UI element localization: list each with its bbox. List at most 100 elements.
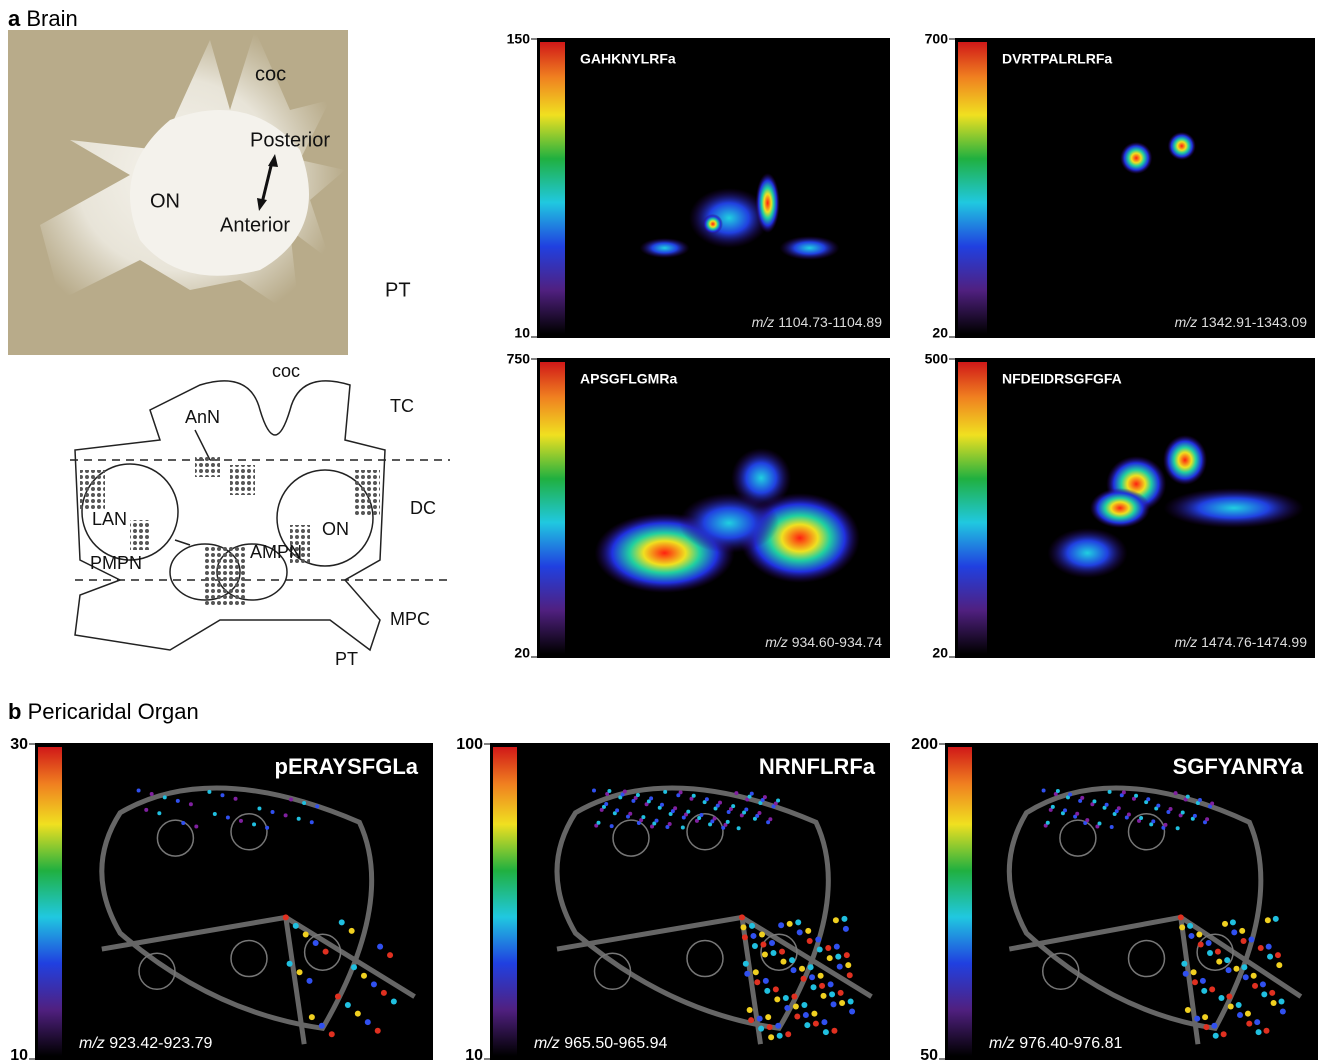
signal-dot bbox=[610, 824, 614, 828]
signal-dot bbox=[744, 808, 748, 812]
signal-dot bbox=[804, 1022, 810, 1028]
signal-dot bbox=[1179, 924, 1185, 930]
signal-dot bbox=[1252, 983, 1258, 989]
peptide-label: NRNFLRFa bbox=[759, 754, 876, 779]
scale-min-label: 50 bbox=[920, 1047, 938, 1064]
signal-dot bbox=[839, 1000, 845, 1006]
signal-dot bbox=[1198, 941, 1204, 947]
signal-dot bbox=[1085, 818, 1089, 822]
signal-dot bbox=[1202, 1014, 1208, 1020]
signal-dot bbox=[1075, 812, 1079, 816]
signal-dot bbox=[1194, 1016, 1200, 1022]
signal-dot bbox=[768, 1034, 774, 1040]
signal-dot bbox=[762, 952, 768, 958]
signal-dot bbox=[1218, 995, 1224, 1001]
image-background bbox=[955, 38, 1315, 338]
signal-dot bbox=[828, 981, 834, 987]
signal-dot bbox=[1222, 921, 1228, 927]
signal-dot bbox=[1226, 967, 1232, 973]
signal-dot bbox=[361, 973, 367, 979]
signal-dot bbox=[1215, 949, 1221, 955]
signal-dot bbox=[749, 923, 755, 929]
signal-dot bbox=[823, 1029, 829, 1035]
signal-dot bbox=[811, 984, 817, 990]
signal-dot bbox=[239, 819, 243, 823]
ms-image-panel: 10010NRNFLRFam/z 965.50-965.94 bbox=[456, 736, 890, 1064]
photo-label: Anterior bbox=[220, 214, 290, 236]
signal-dot bbox=[655, 819, 659, 823]
signal-dot bbox=[303, 931, 309, 937]
signal-dot bbox=[825, 945, 831, 951]
ms-image-panel: 50020NFDEIDRSGFGFAm/z 1474.76-1474.99 bbox=[925, 351, 1315, 661]
ms-image-panel: 20050SGFYANRYam/z 976.40-976.81 bbox=[911, 736, 1318, 1064]
signal-dot bbox=[760, 941, 766, 947]
signal-dot bbox=[776, 799, 780, 803]
signal-dot bbox=[1068, 792, 1072, 796]
signal-dot bbox=[157, 811, 161, 815]
signal-dot bbox=[793, 1004, 799, 1010]
signal-dot bbox=[681, 825, 685, 829]
signal-dot bbox=[387, 952, 393, 958]
photo-label: ON bbox=[150, 190, 180, 212]
signal-dot bbox=[1265, 917, 1271, 923]
diagram-label: DC bbox=[410, 498, 436, 518]
scale-max-label: 30 bbox=[10, 736, 28, 753]
signal-dot bbox=[837, 964, 843, 970]
image-background bbox=[537, 38, 890, 338]
signal-dot bbox=[673, 806, 677, 810]
color-scale-bar bbox=[38, 747, 62, 1056]
signal-dot bbox=[335, 993, 341, 999]
signal-dot bbox=[750, 933, 756, 939]
signal-dot bbox=[309, 1014, 315, 1020]
mz-range: 1104.73-1104.89 bbox=[778, 314, 882, 330]
diagram-label: ON bbox=[322, 519, 349, 539]
signal-dot bbox=[1200, 978, 1206, 984]
signal-dot bbox=[765, 1014, 771, 1020]
peptide-label: NFDEIDRSGFGFA bbox=[1002, 371, 1122, 387]
signal-dot bbox=[1178, 914, 1184, 920]
signal-dot bbox=[679, 790, 683, 794]
peptide-label: pERAYSFGLa bbox=[275, 754, 419, 779]
signal-dot bbox=[1046, 821, 1050, 825]
panel-name: Brain bbox=[26, 6, 77, 31]
mz-label: m/z 1342.91-1343.09 bbox=[1175, 314, 1308, 330]
signal-dot bbox=[1241, 938, 1247, 944]
signal-dot bbox=[623, 790, 627, 794]
signal-dot bbox=[302, 801, 306, 805]
ms-image-panel: 70020DVRTPALRLRFam/z 1342.91-1343.09 bbox=[925, 31, 1315, 341]
signal-dot bbox=[1139, 816, 1143, 820]
signal-dot bbox=[1051, 805, 1055, 809]
signal-dot bbox=[1224, 957, 1230, 963]
signal-dot bbox=[1181, 961, 1187, 967]
signal-dot bbox=[813, 1021, 819, 1027]
signal-dot bbox=[365, 1019, 371, 1025]
signal-dot bbox=[313, 940, 319, 946]
signal-dot bbox=[641, 815, 645, 819]
signal-dot bbox=[769, 940, 775, 946]
signal-dot bbox=[213, 812, 217, 816]
signal-dot bbox=[663, 790, 667, 794]
signal-dot bbox=[1042, 789, 1046, 793]
signal-dot bbox=[797, 929, 803, 935]
signal-dot bbox=[821, 993, 827, 999]
signal-dot bbox=[775, 1023, 781, 1029]
diagram-label: coc bbox=[272, 361, 300, 381]
signal-dot bbox=[1176, 826, 1180, 830]
signal-blob bbox=[1168, 132, 1196, 160]
signal-dot bbox=[1186, 795, 1190, 799]
signal-dot bbox=[740, 924, 746, 930]
scale-min-label: 20 bbox=[932, 645, 948, 661]
signal-dot bbox=[345, 1002, 351, 1008]
signal-dot bbox=[778, 922, 784, 928]
signal-dot bbox=[763, 978, 769, 984]
signal-dot bbox=[252, 822, 256, 826]
brain-photo: coc Posterior Anterior ON PT bbox=[8, 30, 411, 355]
signal-dot bbox=[1256, 1029, 1262, 1035]
signal-dot bbox=[1267, 954, 1273, 960]
signal-dot bbox=[351, 964, 357, 970]
diagram-label: PMPN bbox=[90, 553, 142, 573]
signal-dot bbox=[1266, 944, 1272, 950]
signal-dot bbox=[339, 919, 345, 925]
signal-dot bbox=[753, 969, 759, 975]
signal-dot bbox=[1207, 950, 1213, 956]
